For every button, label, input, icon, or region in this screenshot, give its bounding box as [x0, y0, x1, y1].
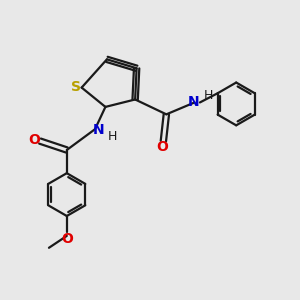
Text: O: O: [156, 140, 168, 154]
Text: N: N: [93, 123, 104, 137]
Text: H: H: [108, 130, 117, 143]
Text: N: N: [187, 95, 199, 109]
Text: S: S: [71, 80, 81, 94]
Text: O: O: [61, 232, 73, 246]
Text: O: O: [28, 133, 40, 147]
Text: H: H: [203, 89, 213, 102]
